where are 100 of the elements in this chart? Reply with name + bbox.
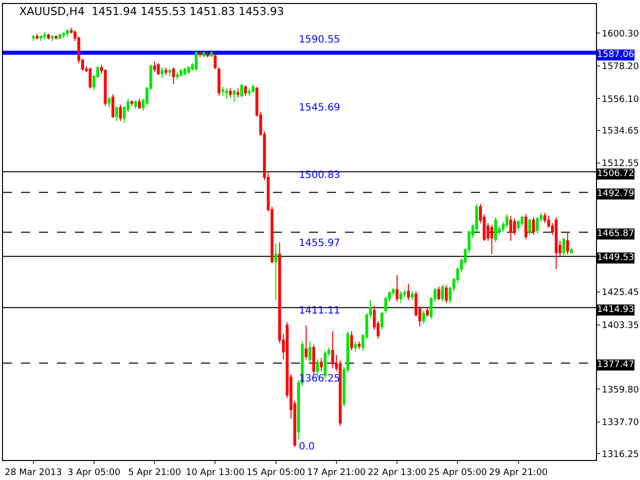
ref-line-label: 1506.72 xyxy=(597,169,634,179)
candlestick xyxy=(331,330,334,369)
candlestick xyxy=(66,28,69,38)
candlestick xyxy=(532,216,535,236)
ref-line-label: 1465.87 xyxy=(597,229,634,239)
candlestick xyxy=(58,33,62,40)
ref-line-label: 1492.79 xyxy=(597,189,634,199)
x-tick-label: 25 Apr 05:00 xyxy=(428,468,488,478)
x-tick-label: 15 Apr 05:00 xyxy=(246,468,306,478)
candlestick xyxy=(32,34,35,42)
candlestick xyxy=(358,341,361,350)
candlestick xyxy=(134,100,138,110)
candlestick xyxy=(160,67,164,79)
annotation: 1455.97 xyxy=(298,238,340,249)
candlestick xyxy=(441,284,444,302)
candlestick xyxy=(43,32,46,40)
x-tick-label: 28 Mar 2013 xyxy=(4,468,62,478)
candlestick xyxy=(437,286,440,301)
x-tick-label: 10 Apr 13:00 xyxy=(186,468,245,478)
annotation: 1411.11 xyxy=(298,306,340,317)
candlestick xyxy=(312,344,316,375)
candlestick xyxy=(176,72,179,80)
candlestick xyxy=(232,89,236,102)
candlestick xyxy=(36,33,39,40)
candlestick xyxy=(236,88,240,98)
candlestick xyxy=(426,307,429,317)
candlestick xyxy=(274,243,278,301)
x-tick-label: 29 Apr 21:00 xyxy=(488,468,548,478)
candlestick xyxy=(202,50,206,58)
candlestick xyxy=(320,357,323,372)
candlestick xyxy=(490,224,494,255)
y-tick-label: 1512.55 xyxy=(602,159,640,170)
candlestick xyxy=(240,83,244,98)
candlestick xyxy=(252,83,255,94)
candlestick xyxy=(108,96,111,108)
annotation: 1545.69 xyxy=(298,102,340,114)
candlestick xyxy=(354,341,357,352)
candlestick xyxy=(509,215,512,242)
ref-line-label: 1377.47 xyxy=(597,360,634,370)
candlestick xyxy=(54,34,58,40)
y-tick-label: 1359.80 xyxy=(602,385,640,396)
candlestick xyxy=(225,88,228,100)
candlestick xyxy=(399,290,402,304)
ref-line-label: 1587.06 xyxy=(597,50,634,60)
candlestick xyxy=(198,50,202,58)
candlestick xyxy=(187,66,190,74)
candlestick xyxy=(410,290,414,301)
y-tick-label: 1425.45 xyxy=(602,288,640,298)
candlestick xyxy=(156,62,160,76)
candlestick xyxy=(444,284,448,304)
x-tick-label: 17 Apr 21:00 xyxy=(307,468,366,478)
candlestick xyxy=(218,67,220,96)
y-tick-label: 1578.20 xyxy=(602,62,640,72)
candlestick xyxy=(50,34,54,42)
candlestick xyxy=(248,88,251,96)
y-tick-label: 1403.35 xyxy=(602,320,640,331)
candlestick xyxy=(528,218,532,236)
y-tick-label: 1534.65 xyxy=(602,126,640,137)
candlestick xyxy=(168,68,172,78)
candlestick xyxy=(516,220,520,232)
annotation: 0.0 xyxy=(298,441,315,452)
candlestick xyxy=(172,67,175,84)
candlestick xyxy=(111,94,114,118)
candlestick xyxy=(228,88,232,98)
candlestick xyxy=(62,32,66,39)
candlestick xyxy=(494,216,498,243)
candlestick xyxy=(506,214,508,228)
x-tick-label: 22 Apr 13:00 xyxy=(368,468,427,478)
candlestick xyxy=(422,310,426,324)
candlestick xyxy=(304,324,308,360)
candlestick xyxy=(536,216,539,234)
annotation: 1590.55 xyxy=(298,34,340,46)
candlestick xyxy=(520,215,524,227)
candlestick xyxy=(554,216,558,270)
candlestick xyxy=(566,232,570,255)
candlestick xyxy=(206,50,210,58)
candlestick xyxy=(180,68,183,78)
candlestick xyxy=(244,84,247,96)
x-tick-label: 3 Apr 05:00 xyxy=(67,468,121,478)
candlestick xyxy=(524,214,528,240)
candlestick xyxy=(210,49,213,58)
y-tick-label: 1600.30 xyxy=(602,29,640,40)
candlestick xyxy=(570,247,573,254)
y-tick-label: 1316.25 xyxy=(602,450,640,460)
candlestick xyxy=(88,67,92,89)
candlestick xyxy=(183,67,186,76)
y-tick-label: 1556.10 xyxy=(602,94,640,105)
ref-line-label: 1449.53 xyxy=(597,253,634,263)
y-tick-label: 1337.70 xyxy=(602,418,640,428)
candlestick xyxy=(308,341,312,363)
candlestick xyxy=(214,52,217,70)
annotation: 1500.83 xyxy=(298,170,340,182)
candlestick xyxy=(115,106,118,122)
candlestick xyxy=(47,33,50,40)
candlestick xyxy=(39,34,42,42)
chart-title: XAUUSD,H4 1451.94 1455.53 1451.83 1453.93 xyxy=(19,4,284,18)
x-tick-label: 5 Apr 21:00 xyxy=(128,468,182,478)
candlestick xyxy=(130,100,134,107)
candlestick xyxy=(543,212,546,224)
candlestick xyxy=(396,274,398,302)
